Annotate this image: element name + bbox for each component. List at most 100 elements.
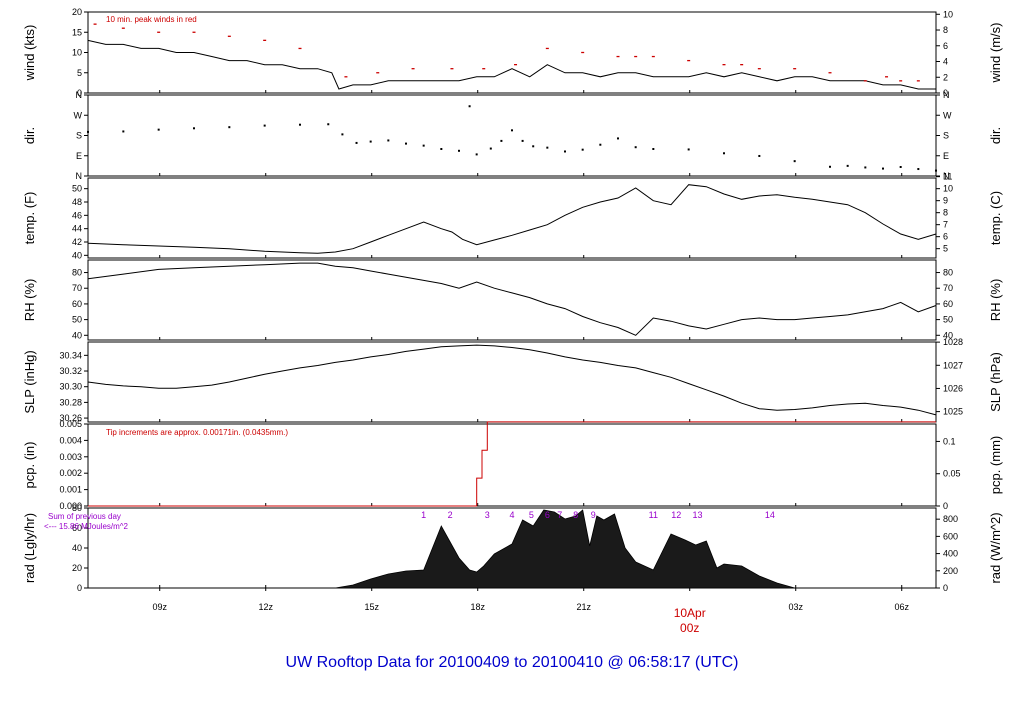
rh-frame bbox=[87, 259, 937, 341]
temp-ytick-right-label: 10 bbox=[943, 184, 953, 194]
x-axis-date-label: 10Apr bbox=[674, 606, 706, 620]
wind-ytick-right-label: 6 bbox=[943, 41, 948, 51]
dir-point bbox=[532, 145, 535, 148]
rad-event-marker: 1 bbox=[421, 510, 426, 520]
dir-point bbox=[228, 126, 231, 129]
rad-ytick-label: 0 bbox=[77, 583, 82, 593]
slp-ytick-label: 30.28 bbox=[59, 397, 82, 407]
slp-ytick-label: 30.26 bbox=[59, 413, 82, 423]
dir-ytick-label: W bbox=[74, 110, 83, 120]
dir-point bbox=[327, 123, 330, 126]
wind-frame bbox=[87, 11, 937, 94]
temp-ylabel: temp. (F) bbox=[22, 192, 37, 245]
rh-ytick-right-label: 50 bbox=[943, 315, 953, 325]
slp-ytick-label: 30.32 bbox=[59, 366, 82, 376]
rad-event-marker: 7 bbox=[557, 510, 562, 520]
pcp-ytick-label: 0.001 bbox=[59, 485, 82, 495]
rh-ytick-right-label: 70 bbox=[943, 283, 953, 293]
pcp-ylabel: pcp. (in) bbox=[22, 442, 37, 489]
dir-point bbox=[458, 149, 460, 152]
dir-point bbox=[511, 129, 513, 132]
temp-line bbox=[87, 184, 937, 254]
wind-ylabel: wind (kts) bbox=[22, 25, 37, 82]
dir-point bbox=[422, 144, 425, 147]
pcp-ytick-label: 0.002 bbox=[59, 468, 82, 478]
rad-ytick-label: 60 bbox=[72, 523, 82, 533]
pcp-ytick-label: 0.003 bbox=[59, 452, 82, 462]
dir-point bbox=[581, 148, 584, 151]
dir-point bbox=[440, 148, 443, 150]
rad-ylabel: rad (Lgly/hr) bbox=[22, 513, 37, 583]
dir-point bbox=[882, 167, 884, 170]
x-axis-tick-label: 21z bbox=[576, 602, 591, 612]
rh-ytick-label: 60 bbox=[72, 299, 82, 309]
dir-point bbox=[157, 128, 160, 131]
wind-ytick-label: 5 bbox=[77, 68, 82, 78]
pcp-ytick-right-label: 0.1 bbox=[943, 436, 956, 446]
dir-ytick-right-label: N bbox=[943, 90, 950, 100]
wind-ylabel-right: wind (m/s) bbox=[988, 23, 1003, 84]
pcp-annotation: Tip increments are approx. 0.00171in. (0… bbox=[106, 428, 288, 437]
slp-ytick-right-label: 1028 bbox=[943, 337, 963, 347]
temp-ytick-label: 46 bbox=[72, 210, 82, 220]
wind-ytick-right-label: 2 bbox=[943, 72, 948, 82]
dir-point bbox=[475, 153, 478, 156]
rad-event-marker: 3 bbox=[485, 510, 490, 520]
temp-ylabel-right: temp. (C) bbox=[988, 191, 1003, 245]
rh-ytick-right-label: 60 bbox=[943, 299, 953, 309]
dir-point bbox=[369, 140, 372, 143]
pcp-ytick-right-label: 0 bbox=[943, 501, 948, 511]
slp-ytick-right-label: 1026 bbox=[943, 383, 963, 393]
pcp-ytick-label: 0.004 bbox=[59, 435, 82, 445]
temp-ytick-label: 50 bbox=[72, 184, 82, 194]
rad-ytick-label: 40 bbox=[72, 543, 82, 553]
dir-point bbox=[652, 148, 655, 150]
dir-ylabel: dir. bbox=[22, 127, 37, 144]
dir-point bbox=[546, 146, 549, 149]
slp-frame bbox=[87, 341, 937, 423]
pcp-ytick-label: 0.000 bbox=[59, 501, 82, 511]
dir-point bbox=[263, 124, 266, 127]
rad-ytick-label: 80 bbox=[72, 503, 82, 513]
x-axis-tick-label: 03z bbox=[788, 602, 803, 612]
dir-point bbox=[864, 166, 867, 169]
x-axis-tick-label: 06z bbox=[894, 602, 909, 612]
dir-point bbox=[634, 146, 637, 149]
x-axis-tick-label: 00z bbox=[680, 621, 699, 635]
dir-ytick-right-label: N bbox=[943, 171, 950, 181]
rad-ytick-label: 20 bbox=[72, 563, 82, 573]
dir-point bbox=[193, 127, 195, 130]
rh-ytick-label: 70 bbox=[72, 283, 82, 293]
wind-ytick-label: 20 bbox=[72, 7, 82, 17]
slp-line bbox=[87, 344, 937, 416]
rad-event-marker: 5 bbox=[529, 510, 534, 520]
dir-ytick-label: N bbox=[76, 90, 83, 100]
dir-point bbox=[122, 130, 125, 133]
temp-frame bbox=[87, 177, 937, 259]
temp-ytick-right-label: 9 bbox=[943, 196, 948, 206]
wind-line bbox=[87, 39, 936, 90]
dir-point bbox=[723, 152, 725, 155]
rh-ytick-right-label: 80 bbox=[943, 268, 953, 278]
dir-point bbox=[87, 130, 89, 133]
dir-ytick-right-label: S bbox=[943, 131, 949, 141]
dir-ytick-right-label: W bbox=[943, 110, 952, 120]
rad-annotation-line2: <--- 15.86 MJoules/m^2 bbox=[44, 522, 129, 531]
dir-point bbox=[521, 139, 524, 142]
temp-ytick-label: 48 bbox=[72, 197, 82, 207]
wind-ytick-label: 10 bbox=[72, 48, 82, 58]
rad-ytick-right-label: 200 bbox=[943, 566, 958, 576]
temp-ytick-right-label: 11 bbox=[943, 172, 952, 182]
slp-ylabel: SLP (inHg) bbox=[22, 350, 37, 413]
dir-point bbox=[846, 164, 849, 167]
temp-ytick-right-label: 7 bbox=[943, 220, 948, 230]
rad-event-marker: 14 bbox=[765, 510, 775, 520]
rh-ytick-label: 80 bbox=[72, 268, 82, 278]
rad-ylabel-right: rad (W/m^2) bbox=[988, 512, 1003, 583]
dir-point bbox=[500, 139, 503, 142]
rh-ylabel-right: RH (%) bbox=[988, 279, 1003, 322]
dir-point bbox=[599, 143, 602, 146]
dir-point bbox=[829, 165, 831, 168]
dir-point bbox=[687, 148, 690, 151]
